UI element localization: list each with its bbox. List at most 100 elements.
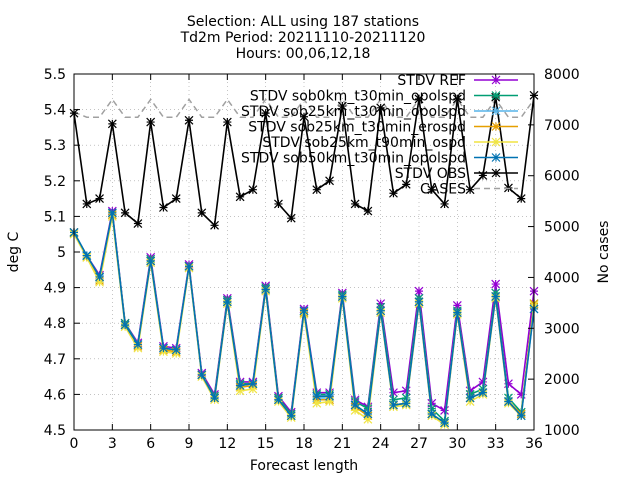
x-tick-label: 36 [525, 436, 543, 452]
legend-marker [491, 153, 501, 162]
data-point [491, 279, 501, 289]
data-point [427, 185, 437, 195]
y-tick-label: 5 [57, 245, 66, 261]
data-point [389, 188, 398, 198]
x-tick-label: 0 [70, 436, 79, 452]
legend-label-stdv-sob25km-t90min-ospd: STDV sob25km_t90min_ospd [262, 135, 466, 151]
y2-tick-label: 4000 [544, 270, 580, 286]
x-tick-label: 9 [185, 436, 194, 452]
chart-title: Selection: ALL using 187 stations Td2m P… [180, 14, 426, 62]
data-point [95, 272, 104, 282]
data-point [414, 297, 424, 307]
y-tick-label: 5.4 [44, 103, 66, 119]
data-point [452, 308, 462, 317]
x-tick-label: 21 [333, 436, 351, 452]
data-point [286, 411, 296, 421]
data-point [440, 418, 449, 428]
data-point [197, 208, 207, 218]
y-tick-label: 5.2 [44, 174, 66, 190]
y2-tick-label: 8000 [544, 67, 580, 83]
data-point [465, 185, 475, 195]
data-point [516, 411, 526, 421]
legend-marker [491, 137, 501, 147]
data-point [350, 199, 360, 209]
data-point [401, 179, 411, 189]
y2-tick-label: 2000 [544, 372, 580, 388]
data-point [184, 261, 194, 271]
legend-label-stdv-sob25km-t30min-erospd: STDV sob25km_t30min_erospd [248, 120, 466, 136]
legend-marker [491, 75, 501, 85]
data-point [184, 115, 194, 125]
y-tick-label: 4.6 [44, 387, 66, 403]
series-cases [73, 98, 535, 118]
y-tick-label: 4.9 [44, 281, 66, 297]
data-point [133, 340, 143, 349]
data-point [427, 409, 437, 419]
x-tick-label: 15 [257, 436, 275, 452]
data-point [95, 277, 104, 287]
data-point [376, 103, 386, 113]
legend-label-stdv-ref: STDV REF [397, 73, 466, 89]
data-point [146, 256, 156, 266]
data-point [350, 405, 360, 415]
x-tick-label: 18 [295, 436, 313, 452]
grid [74, 74, 534, 430]
data-point [504, 379, 513, 389]
data-point [274, 395, 283, 405]
series-stdv-sob50km-t30min-opolspd [69, 208, 539, 428]
data-point [401, 398, 411, 408]
y2-tick-label: 6000 [544, 169, 580, 185]
series-line-stdv-sob25km-t90min-ospd [73, 216, 535, 427]
data-point [478, 388, 488, 398]
x-tick-label: 6 [146, 436, 155, 452]
data-point [248, 185, 258, 195]
data-point [171, 345, 181, 355]
data-point [452, 300, 462, 310]
data-point [133, 219, 143, 228]
data-point [210, 220, 219, 230]
data-point [210, 393, 219, 403]
data-point [159, 203, 168, 212]
data-point [82, 251, 92, 260]
data-point [478, 171, 488, 180]
data-point [82, 199, 92, 209]
data-point [504, 397, 513, 406]
series-area [69, 90, 539, 430]
data-point [350, 400, 360, 410]
data-point [452, 94, 462, 104]
data-point [389, 400, 398, 410]
y2-tick-label: 7000 [544, 118, 580, 134]
y-tick-label: 5.3 [44, 138, 66, 154]
data-point [401, 386, 411, 396]
data-point [325, 391, 334, 401]
x-tick-label: 30 [448, 436, 466, 452]
data-point [146, 117, 156, 127]
chart-title-line-1: Selection: ALL using 187 stations [187, 14, 419, 30]
data-point [222, 117, 232, 127]
data-point [235, 192, 245, 202]
legend-label-stdv-obs: STDV OBS [395, 166, 466, 182]
data-point [107, 208, 117, 218]
y-tick-label: 5.5 [44, 67, 66, 83]
data-point [274, 199, 283, 209]
data-point [120, 208, 130, 218]
data-point [171, 194, 181, 204]
data-point [389, 388, 398, 398]
legend-label-stdv-sob0km-t30min-opolspd: STDV sob0km_t30min_opolspd [250, 89, 466, 105]
data-point [337, 101, 347, 111]
x-tick-label: 12 [218, 436, 236, 452]
y-tick-label: 5.1 [44, 209, 66, 225]
data-point [299, 306, 309, 316]
chart-title-line-2: Td2m Period: 20211110-20211120 [180, 30, 426, 46]
data-point [325, 397, 334, 406]
y2-tick-label: 3000 [544, 321, 580, 337]
data-point [120, 320, 130, 330]
data-point [261, 108, 271, 118]
y2-tick-label: 5000 [544, 220, 580, 236]
y-tick-label: 4.7 [44, 352, 66, 368]
y2-axis-label: No cases [596, 221, 612, 284]
y2-tick-label: 1000 [544, 423, 580, 439]
data-point [235, 381, 245, 390]
axes: 0 3 6 9 12 15 18 21 24 27 30 33 364.54.64.74.84.955.… [44, 67, 580, 452]
